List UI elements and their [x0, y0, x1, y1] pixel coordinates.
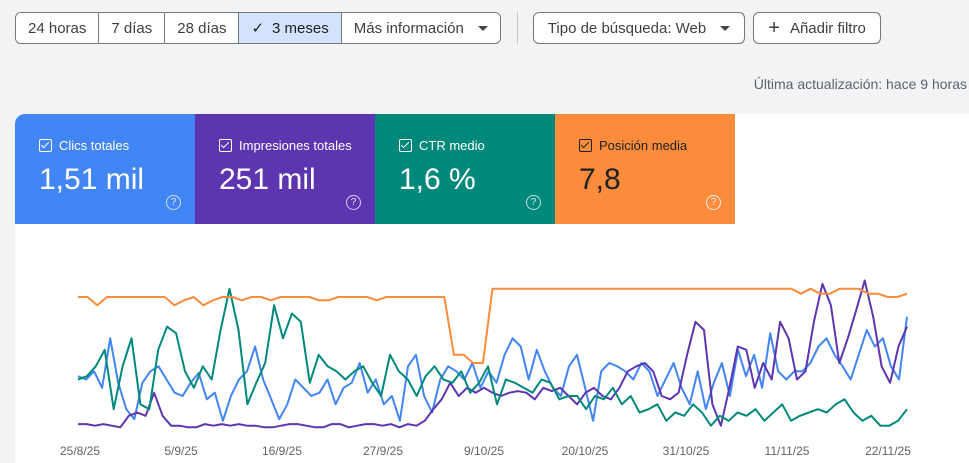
check-icon: ✓ [251, 20, 265, 37]
metric-average-position[interactable]: Posición media 7,8 ? [555, 114, 735, 224]
metric-label: CTR medio [419, 138, 485, 153]
series-line-1 [78, 279, 908, 429]
chevron-down-icon [477, 25, 488, 31]
range-24-hours-label: 24 horas [28, 19, 87, 37]
metric-label: Clics totales [59, 138, 130, 153]
range-7-days-button[interactable]: 7 días [99, 13, 166, 43]
metric-value: 251 mil [219, 163, 316, 196]
performance-chart: 25/8/25 5/9/25 16/9/25 27/9/25 9/10/25 20/10/… [60, 279, 911, 458]
metric-total-impressions[interactable]: Impresiones totales 251 mil ? [195, 114, 375, 224]
more-info-dropdown[interactable]: Más información [341, 13, 500, 43]
x-tick-label: 27/9/25 [363, 444, 403, 458]
help-icon[interactable]: ? [166, 195, 181, 210]
search-type-dropdown[interactable]: Tipo de búsqueda: Web [532, 12, 746, 44]
x-tick-label: 11/11/25 [765, 444, 810, 458]
metric-value: 7,8 [579, 163, 621, 196]
help-icon[interactable]: ? [346, 195, 361, 210]
metric-value: 1,51 mil [39, 163, 145, 196]
x-tick-label: 5/9/25 [164, 444, 198, 458]
more-info-label: Más información [353, 19, 464, 37]
x-tick-label: 20/10/25 [562, 444, 609, 458]
help-icon[interactable]: ? [706, 195, 721, 210]
series-line-3 [78, 287, 908, 364]
series-line-2 [77, 287, 908, 427]
add-filter-button[interactable]: + Añadir filtro [753, 12, 881, 44]
range-7-days-label: 7 días [111, 19, 153, 37]
range-28-days-button[interactable]: 28 días [165, 13, 240, 43]
search-type-label: Tipo de búsqueda: Web [547, 19, 707, 37]
performance-card: Clics totales 1,51 mil ? Impresiones tot… [15, 114, 969, 463]
plus-icon: + [768, 17, 780, 39]
x-tick-label: 25/8/25 [60, 444, 100, 458]
checkbox-icon[interactable] [399, 139, 412, 152]
add-filter-label: Añadir filtro [789, 19, 866, 37]
date-range-selector: 24 horas 7 días 28 días ✓ 3 meses Más inf… [15, 12, 501, 44]
chart-x-ticks: 25/8/25 5/9/25 16/9/25 27/9/25 9/10/25 20/10/… [60, 444, 911, 458]
range-3-months-label: 3 meses [272, 19, 329, 37]
metric-value: 1,6 % [399, 163, 476, 196]
chart-lines [77, 279, 908, 429]
chevron-down-icon [720, 25, 731, 31]
range-28-days-label: 28 días [177, 19, 227, 37]
metric-average-ctr[interactable]: CTR medio 1,6 % ? [375, 114, 555, 224]
x-tick-label: 9/10/25 [464, 444, 504, 458]
range-3-months-button[interactable]: ✓ 3 meses [239, 13, 342, 43]
metric-total-clicks[interactable]: Clics totales 1,51 mil ? [15, 114, 195, 224]
checkbox-icon[interactable] [39, 139, 52, 152]
metric-tiles: Clics totales 1,51 mil ? Impresiones tot… [15, 114, 969, 224]
metric-label: Posición media [599, 138, 688, 153]
range-24-hours-button[interactable]: 24 horas [16, 13, 100, 43]
metric-label: Impresiones totales [239, 138, 352, 153]
last-updated-text: Última actualización: hace 9 horas [753, 76, 967, 92]
checkbox-icon[interactable] [579, 139, 592, 152]
help-icon[interactable]: ? [526, 195, 541, 210]
x-tick-label: 16/9/25 [262, 444, 302, 458]
toolbar: 24 horas 7 días 28 días ✓ 3 meses Más inf… [15, 12, 889, 44]
x-tick-label: 22/11/25 [865, 444, 911, 458]
x-tick-label: 31/10/25 [663, 444, 710, 458]
checkbox-icon[interactable] [219, 139, 232, 152]
series-line-0 [77, 316, 908, 422]
toolbar-divider [516, 12, 518, 44]
